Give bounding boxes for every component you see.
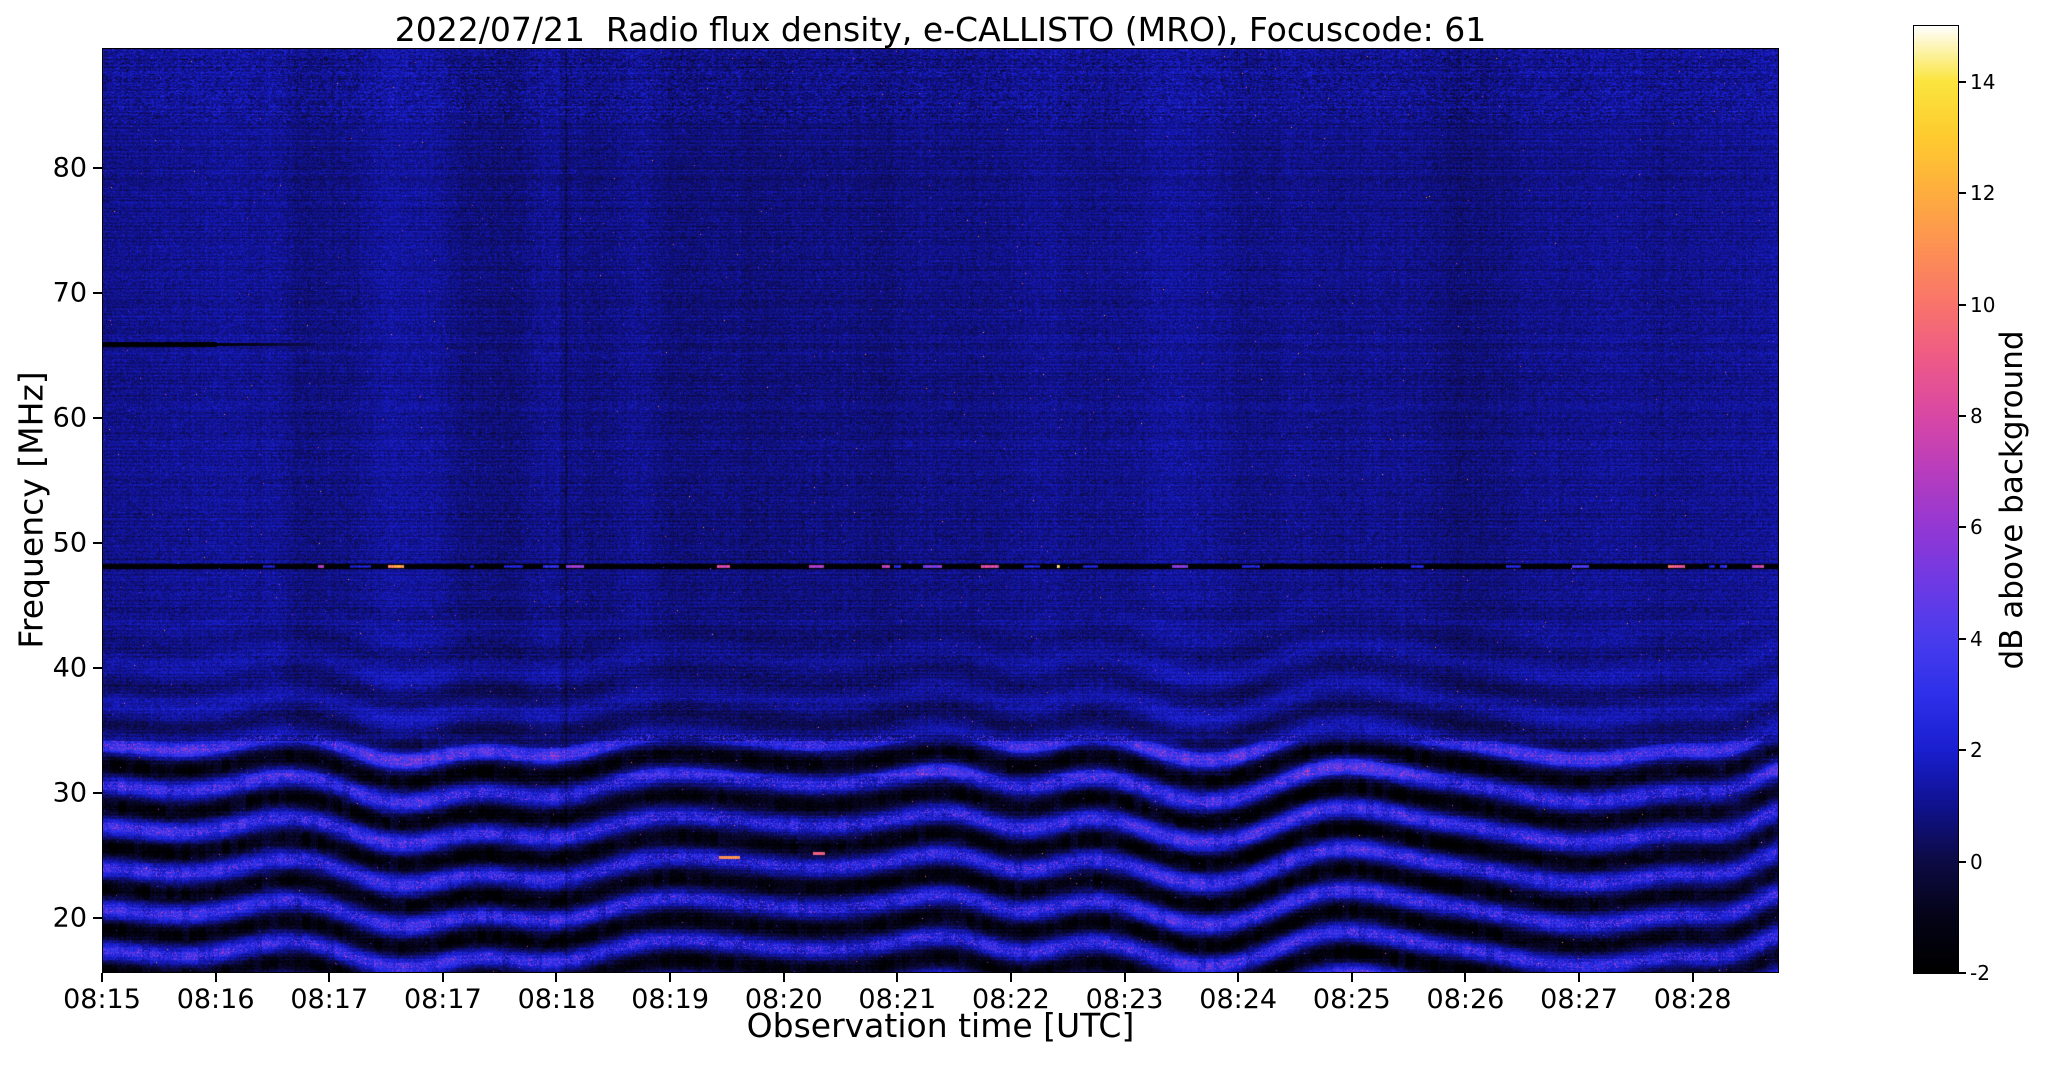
- y-tick-label: 30: [52, 777, 87, 809]
- x-tick-mark: [1350, 973, 1353, 982]
- y-tick-label: 60: [52, 402, 87, 434]
- colorbar-tick-label: -2: [1970, 961, 1990, 985]
- colorbar-tick-mark: [1958, 637, 1966, 640]
- x-tick-mark: [214, 973, 217, 982]
- colorbar-label: dB above background: [1994, 330, 2030, 670]
- y-tick-mark: [93, 167, 102, 169]
- colorbar-tick-mark: [1958, 526, 1966, 529]
- colorbar-tick-label: 6: [1970, 515, 1983, 540]
- y-tick-label: 40: [52, 652, 87, 684]
- y-tick-mark: [93, 292, 102, 294]
- x-tick-label: 08:18: [517, 984, 596, 1015]
- colorbar-tick-label: 8: [1970, 403, 1983, 428]
- colorbar-tick-label: 10: [1970, 292, 1996, 317]
- y-tick-mark: [93, 667, 102, 669]
- x-tick-label: 08:15: [63, 984, 141, 1015]
- y-tick-label: 50: [52, 527, 87, 559]
- colorbar-tick-label: 4: [1970, 626, 1983, 651]
- x-tick-mark: [101, 973, 103, 982]
- x-tick-label: 08:21: [858, 984, 937, 1015]
- colorbar-tick-label: 12: [1970, 181, 1996, 206]
- y-tick-label: 80: [52, 152, 87, 184]
- x-tick-label: 08:20: [744, 984, 823, 1015]
- y-tick-label: 70: [52, 277, 87, 309]
- x-tick-label: 08:27: [1540, 984, 1618, 1015]
- colorbar-tick-mark: [1958, 414, 1966, 417]
- x-tick-label: 08:24: [1199, 984, 1278, 1015]
- colorbar-tick-mark: [1958, 192, 1966, 195]
- x-tick-mark: [441, 973, 444, 982]
- x-tick-label: 08:17: [290, 984, 369, 1015]
- x-tick-mark: [669, 973, 672, 982]
- y-tick-mark: [93, 792, 102, 794]
- colorbar: [1913, 25, 1959, 974]
- x-tick-mark: [1237, 973, 1240, 982]
- x-tick-mark: [1123, 973, 1126, 982]
- colorbar-tick-mark: [1958, 749, 1966, 752]
- x-tick-label: 08:25: [1312, 984, 1391, 1015]
- x-tick-mark: [1009, 973, 1012, 982]
- y-tick-mark: [93, 917, 102, 919]
- chart-title: 2022/07/21 Radio flux density, e-CALLIST…: [394, 10, 1487, 49]
- x-tick-label: 08:22: [972, 984, 1050, 1015]
- x-tick-label: 08:26: [1426, 984, 1505, 1015]
- x-tick-mark: [1464, 973, 1467, 982]
- x-tick-mark: [782, 973, 785, 982]
- x-tick-mark: [328, 973, 331, 982]
- y-tick-mark: [93, 417, 102, 419]
- colorbar-tick-label: 14: [1970, 69, 1996, 94]
- y-tick-mark: [93, 542, 102, 544]
- x-tick-label: 08:28: [1653, 984, 1732, 1015]
- colorbar-tick-mark: [1958, 860, 1966, 863]
- y-tick-label: 20: [52, 902, 87, 934]
- x-tick-label: 08:16: [176, 984, 255, 1015]
- x-tick-label: 08:17: [403, 984, 482, 1015]
- colorbar-tick-mark: [1958, 303, 1966, 306]
- x-axis-label: Observation time [UTC]: [746, 1006, 1135, 1045]
- x-tick-mark: [1691, 973, 1694, 982]
- colorbar-tick-mark: [1958, 80, 1966, 83]
- x-tick-mark: [555, 973, 558, 982]
- colorbar-tick-mark: [1958, 972, 1966, 974]
- x-tick-label: 08:19: [631, 984, 709, 1015]
- spectrogram-heatmap: [102, 48, 1779, 973]
- x-tick-mark: [1578, 973, 1581, 982]
- colorbar-tick-label: 2: [1970, 738, 1983, 763]
- colorbar-tick-label: 0: [1970, 849, 1983, 874]
- x-tick-label: 08:23: [1085, 984, 1164, 1015]
- x-tick-mark: [896, 973, 899, 982]
